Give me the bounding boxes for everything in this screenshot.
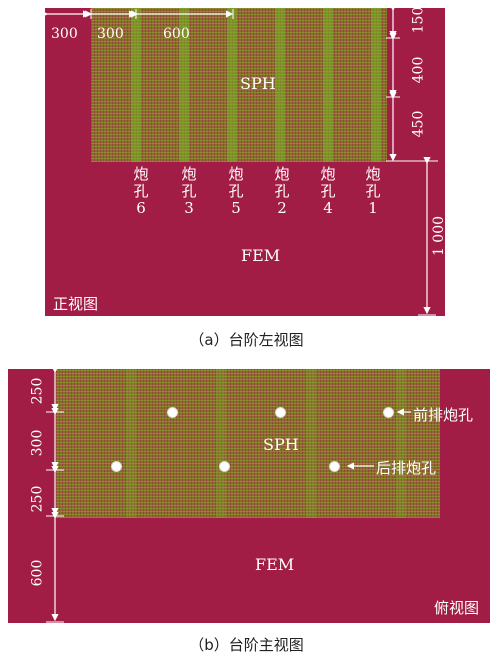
panel-a-fem-region: SPH FEM 正视图 300 300 600 150 400 450 1 00… xyxy=(45,8,445,316)
panel-b-caption: （b）台阶主视图 xyxy=(189,636,304,654)
back-row-hole-2 xyxy=(219,461,230,472)
panel-a-view-label: 正视图 xyxy=(53,295,99,313)
front-row-hole-1 xyxy=(167,407,178,418)
front-row-hole-3 xyxy=(383,407,394,418)
panel-a-dim-top-1: 300 xyxy=(51,26,78,42)
panel-b-sph-label: SPH xyxy=(263,435,299,454)
panel-a-caption: （a）台阶左视图 xyxy=(189,331,304,349)
panel-a-fem-label: FEM xyxy=(241,246,281,265)
panel-a-sph-label: SPH xyxy=(240,74,276,93)
back-row-hole-3 xyxy=(329,461,340,472)
panel-b-view-label: 俯视图 xyxy=(434,599,480,617)
panel-a-dim-top-3: 600 xyxy=(163,26,190,42)
front-row-label: 前排炮孔 xyxy=(413,406,474,424)
panel-a-sph-region xyxy=(91,8,387,162)
panel-a-dim-top-2: 300 xyxy=(97,26,124,42)
front-row-hole-2 xyxy=(275,407,286,418)
panel-b-sph-region xyxy=(56,369,440,518)
panel-b-fem-region: SPH FEM 前排炮孔 后排炮孔 俯视图 250 300 250 600 xyxy=(8,369,490,623)
back-row-hole-1 xyxy=(111,461,122,472)
panel-b-fem-label: FEM xyxy=(255,555,295,574)
back-row-label: 后排炮孔 xyxy=(376,459,437,477)
